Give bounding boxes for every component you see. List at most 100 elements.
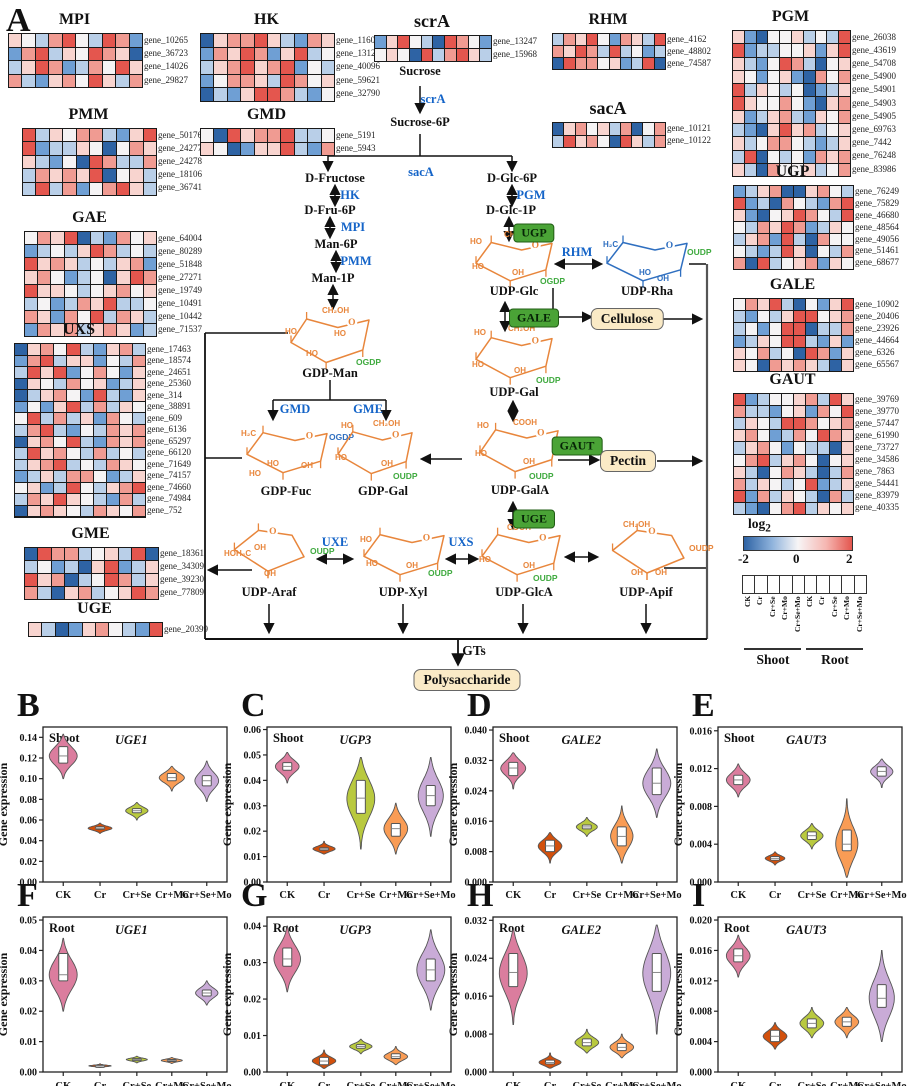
heatmap-cell [643,135,654,147]
heatmap-cell [28,378,41,390]
heatmap-cell [51,323,64,336]
heatmap-cell [818,258,829,270]
heatmap-cell [77,323,90,336]
svg-text:0.04: 0.04 [20,836,38,847]
gene-label: gene_32790 [336,87,380,98]
heatmap-cell [64,245,77,258]
heatmap-cell [586,123,598,135]
heatmap-cell [294,142,308,156]
heatmap-cell [254,47,267,60]
heatmap-cell [806,502,817,514]
heatmap-cell [654,135,665,147]
x-tick-label: Cr [94,1081,107,1086]
heatmap-cell [105,587,118,600]
heatmap-cell [93,482,106,494]
heatmap-cell [116,47,129,61]
heatmap-cell [792,97,803,110]
heatmap-cell [744,84,756,97]
svg-text:0.00: 0.00 [20,878,38,889]
heatmap-cell [433,36,445,48]
heatmap-cell [830,454,841,466]
heatmap-cell [768,84,780,97]
heatmap-cell [803,57,815,70]
heatmap-cell [132,494,145,505]
violin-F-Cr+Se+Mo [195,980,219,1006]
heatmap-cell [744,70,756,84]
heatmap-cell [254,61,267,74]
heatmap-cell [830,246,841,258]
heatmap-cell [241,74,254,87]
heatmap-cell [794,418,805,430]
heatmap-cell [744,163,756,177]
heatmap-cell [25,587,38,600]
heatmap-cell [119,401,132,413]
svg-text:HO: HO [306,349,318,358]
metabolite-gdpfuc: GDP-Fuc [260,484,312,498]
heatmap-cell [130,258,143,271]
violin-F-Cr+Mo [160,1056,183,1064]
heatmap-cell [321,61,334,74]
gene-label: gene_20406 [855,311,899,321]
product-box-pectin: Pectin [600,450,656,472]
heatmap-cell [654,34,665,46]
heatmap-cell [143,245,156,258]
heatmap-cell [815,84,827,97]
heatmap-cell [119,505,132,517]
heatmap-cell [93,344,106,355]
svg-text:0.000: 0.000 [465,1068,488,1079]
gene-label: gene_51848 [158,258,202,269]
svg-text:OUDP: OUDP [687,247,712,257]
heatmap-cell [308,74,321,87]
heatmap-cell [744,137,756,150]
heatmap-cell [733,124,744,137]
heatmap-cell [267,88,281,101]
gene-label: gene_18574 [147,355,191,366]
gene-label: gene_15968 [493,48,537,59]
gene-label: gene_25360 [147,378,191,389]
metabolite-dglc6p: D-Glc-6P [487,171,537,185]
heatmap-cell [734,210,745,222]
heatmap-cell [132,413,145,424]
heatmap-cell [91,548,105,561]
svg-text:0.02: 0.02 [20,1007,38,1018]
heatmap-cell [758,442,769,454]
sample-key-box [754,575,768,594]
heatmap-cell [49,169,63,182]
heatmap-cell [827,84,839,97]
heatmap-cell [744,44,756,57]
heatmap-cell [38,271,51,284]
heatmap-cell [130,129,143,142]
heatmap-cell [143,258,156,271]
heatmap-cell [41,505,54,517]
colorbar-min: -2 [738,551,749,566]
heatmap-cell [839,137,850,150]
heatmap-cell [842,299,853,311]
heatmap-cell [794,478,805,490]
heatmap-cell [93,413,106,424]
heatmap-cell [80,367,93,378]
heatmap-PMM [22,128,157,196]
heatmap-cell [734,454,745,466]
heatmap-cell [119,494,132,505]
heatmap-cell [398,49,410,61]
heatmap-cell [23,129,36,142]
svg-text:0.06: 0.06 [20,816,38,827]
sample-key-condition-label: Cr [755,596,765,605]
x-tick-label: Cr [544,1081,557,1086]
heatmap-cell [806,359,817,371]
heatmap-cell [106,448,119,459]
heatmap-cell [214,88,227,101]
heatmap-cell [49,155,63,169]
gene-label: gene_83979 [855,490,899,500]
heatmap-cell [842,347,853,359]
heatmap-cell [41,494,54,505]
heatmap-cell [770,466,781,478]
heatmap-cell [839,44,850,57]
svg-text:0.008: 0.008 [690,1007,713,1018]
heatmap-cell [792,150,803,163]
heatmap-cell [806,210,817,222]
sample-key-condition-label: Cr+Mo [780,596,790,620]
heatmap-cell [620,34,632,46]
heatmap-cell [201,34,214,47]
heatmap-cell [78,561,91,574]
